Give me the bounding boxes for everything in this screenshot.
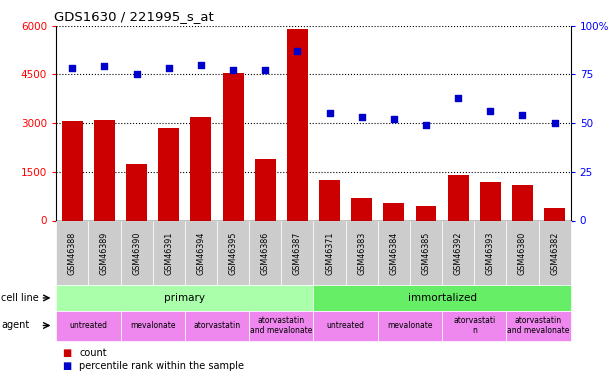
Text: GSM46380: GSM46380 bbox=[518, 231, 527, 274]
Point bbox=[453, 94, 463, 100]
Text: GSM46388: GSM46388 bbox=[68, 231, 77, 274]
Bar bbox=[448, 175, 469, 220]
Text: atorvastatin
and mevalonate: atorvastatin and mevalonate bbox=[507, 316, 569, 335]
Bar bbox=[512, 185, 533, 220]
Bar bbox=[351, 198, 372, 220]
Bar bbox=[415, 206, 436, 220]
Text: GSM46390: GSM46390 bbox=[132, 231, 141, 274]
Point bbox=[357, 114, 367, 120]
Bar bbox=[287, 29, 308, 220]
Bar bbox=[126, 164, 147, 220]
Point bbox=[164, 65, 174, 71]
Bar bbox=[62, 122, 82, 220]
Bar bbox=[319, 180, 340, 220]
Text: atorvastatin
and mevalonate: atorvastatin and mevalonate bbox=[250, 316, 312, 335]
Text: GSM46393: GSM46393 bbox=[486, 231, 495, 274]
Text: GSM46392: GSM46392 bbox=[453, 231, 463, 274]
Text: primary: primary bbox=[164, 293, 205, 303]
Text: untreated: untreated bbox=[327, 321, 365, 330]
Point bbox=[293, 48, 302, 54]
Text: GSM46382: GSM46382 bbox=[550, 231, 559, 274]
Bar bbox=[158, 128, 179, 220]
Text: ■: ■ bbox=[62, 348, 71, 358]
Point bbox=[100, 63, 109, 69]
Text: immortalized: immortalized bbox=[408, 293, 477, 303]
Text: agent: agent bbox=[1, 321, 29, 330]
Point bbox=[260, 68, 270, 74]
Text: cell line: cell line bbox=[1, 293, 39, 303]
Point bbox=[228, 68, 238, 74]
Bar bbox=[480, 182, 501, 220]
Text: GSM46394: GSM46394 bbox=[196, 231, 205, 274]
Text: mevalonate: mevalonate bbox=[387, 321, 433, 330]
Text: percentile rank within the sample: percentile rank within the sample bbox=[79, 362, 244, 371]
Text: GSM46387: GSM46387 bbox=[293, 231, 302, 274]
Text: GSM46386: GSM46386 bbox=[261, 231, 269, 274]
Text: GSM46385: GSM46385 bbox=[422, 231, 431, 274]
Text: atorvastati
n: atorvastati n bbox=[453, 316, 496, 335]
Text: GSM46384: GSM46384 bbox=[389, 231, 398, 274]
Text: atorvastatin: atorvastatin bbox=[194, 321, 241, 330]
Text: GSM46395: GSM46395 bbox=[229, 231, 238, 274]
Text: GDS1630 / 221995_s_at: GDS1630 / 221995_s_at bbox=[54, 10, 213, 23]
Text: ■: ■ bbox=[62, 362, 71, 371]
Bar bbox=[191, 117, 211, 220]
Point bbox=[196, 62, 206, 68]
Point bbox=[421, 122, 431, 128]
Text: GSM46383: GSM46383 bbox=[357, 231, 366, 274]
Bar bbox=[544, 207, 565, 220]
Text: mevalonate: mevalonate bbox=[130, 321, 175, 330]
Text: GSM46391: GSM46391 bbox=[164, 231, 174, 274]
Text: GSM46389: GSM46389 bbox=[100, 231, 109, 274]
Text: untreated: untreated bbox=[70, 321, 108, 330]
Text: GSM46371: GSM46371 bbox=[325, 231, 334, 274]
Point bbox=[324, 110, 334, 116]
Point bbox=[485, 108, 495, 114]
Point bbox=[550, 120, 560, 126]
Bar bbox=[222, 73, 244, 220]
Point bbox=[132, 71, 142, 77]
Bar bbox=[255, 159, 276, 220]
Bar bbox=[94, 120, 115, 220]
Text: count: count bbox=[79, 348, 107, 358]
Bar bbox=[383, 202, 404, 220]
Point bbox=[67, 65, 77, 71]
Point bbox=[518, 112, 527, 118]
Point bbox=[389, 116, 399, 122]
